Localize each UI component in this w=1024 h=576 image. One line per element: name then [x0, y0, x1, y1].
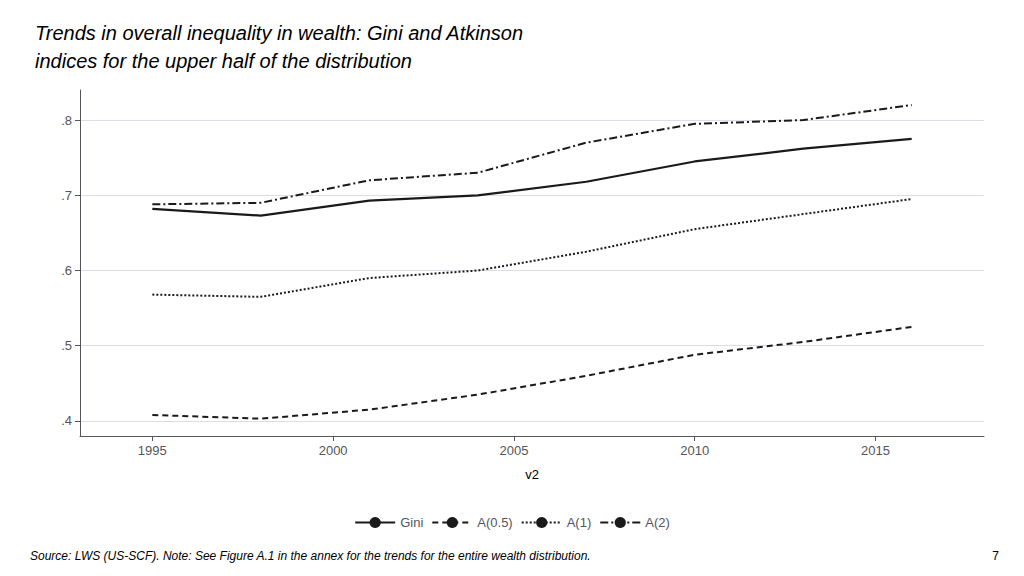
- svg-text:2015: 2015: [861, 443, 890, 458]
- svg-text:1995: 1995: [138, 443, 167, 458]
- svg-text:A(2): A(2): [645, 515, 670, 530]
- svg-text:.5: .5: [61, 338, 72, 353]
- svg-text:A(0.5): A(0.5): [477, 515, 512, 530]
- svg-text:2000: 2000: [319, 443, 348, 458]
- svg-text:A(1): A(1): [567, 515, 592, 530]
- svg-text:.4: .4: [61, 413, 72, 428]
- svg-text:indices for the upper half of: indices for the upper half of the distri…: [35, 50, 412, 72]
- svg-text:2010: 2010: [680, 443, 709, 458]
- svg-text:7: 7: [992, 549, 999, 563]
- svg-text:Trends in overall inequality i: Trends in overall inequality in wealth: …: [35, 22, 523, 44]
- svg-text:.6: .6: [61, 263, 72, 278]
- svg-text:.7: .7: [61, 188, 72, 203]
- svg-text:Source: LWS (US-SCF). Note: Se: Source: LWS (US-SCF). Note: See Figure A…: [30, 549, 591, 563]
- svg-text:Gini: Gini: [400, 515, 423, 530]
- svg-text:2005: 2005: [499, 443, 528, 458]
- svg-text:v2: v2: [525, 467, 539, 482]
- svg-text:.8: .8: [61, 113, 72, 128]
